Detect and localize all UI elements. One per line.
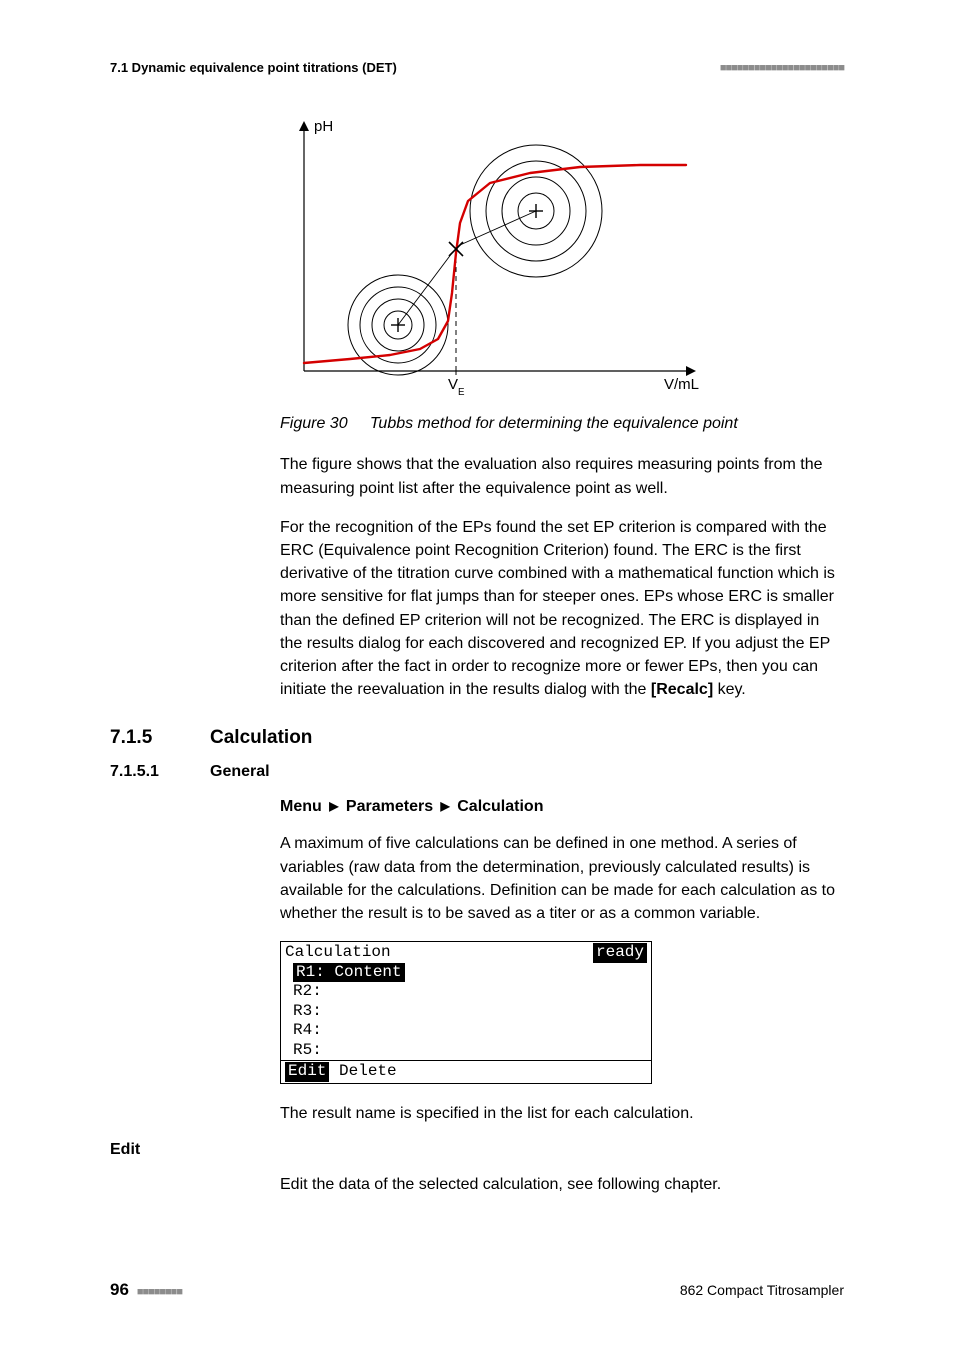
subsection-title: General bbox=[210, 763, 270, 781]
svg-text:V/mL: V/mL bbox=[664, 376, 699, 393]
calculation-lcd-screen: Calculation ready R1: Content R2: R3: R4… bbox=[280, 941, 652, 1084]
svg-text:VE: VE bbox=[448, 376, 465, 395]
content: pH V/mL VE Figure 30 Tubbs method for dete… bbox=[280, 115, 844, 701]
recalc-key-label: [Recalc] bbox=[651, 681, 713, 698]
running-header: 7.1 Dynamic equivalence point titrations… bbox=[110, 60, 844, 75]
header-decor-squares: ■■■■■■■■■■■■■■■■■■■■■■ bbox=[720, 62, 844, 74]
breadcrumb-sep-icon: ▶ bbox=[441, 799, 450, 813]
lcd-status: ready bbox=[593, 943, 647, 963]
edit-side-label: Edit bbox=[110, 1141, 844, 1159]
lcd-edit-button: Edit bbox=[285, 1062, 329, 1082]
figure-30: pH V/mL VE bbox=[280, 115, 844, 402]
footer-product: 862 Compact Titrosampler bbox=[680, 1282, 844, 1298]
section-title: Calculation bbox=[210, 727, 312, 749]
breadcrumb-parameters: Parameters bbox=[346, 798, 433, 815]
edit-description-block: Edit the data of the selected calculatio… bbox=[280, 1173, 844, 1196]
lcd-footer: Edit Delete bbox=[281, 1060, 651, 1083]
lcd-delete-button: Delete bbox=[339, 1062, 397, 1080]
lcd-row-r1: R1: Content bbox=[293, 963, 647, 983]
paragraph-1: The figure shows that the evaluation als… bbox=[280, 453, 844, 499]
lcd-header: Calculation ready bbox=[281, 942, 651, 963]
footer-squares: ■■■■■■■■ bbox=[137, 1286, 182, 1298]
lcd-row-r4: R4: bbox=[293, 1021, 647, 1041]
subsection-heading: 7.1.5.1 General bbox=[110, 763, 844, 781]
breadcrumb-sep-icon: ▶ bbox=[329, 799, 338, 813]
footer-left: 96 ■■■■■■■■ bbox=[110, 1280, 182, 1300]
breadcrumb-calculation: Calculation bbox=[457, 798, 543, 815]
page-footer: 96 ■■■■■■■■ 862 Compact Titrosampler bbox=[110, 1280, 844, 1300]
page: 7.1 Dynamic equivalence point titrations… bbox=[0, 0, 954, 1350]
paragraph-2: For the recognition of the EPs found the… bbox=[280, 516, 844, 702]
calc-paragraph: A maximum of five calculations can be de… bbox=[280, 832, 844, 925]
running-header-left: 7.1 Dynamic equivalence point titrations… bbox=[110, 60, 397, 75]
paragraph-2b: key. bbox=[713, 681, 746, 698]
paragraph-2a: For the recognition of the EPs found the… bbox=[280, 519, 835, 698]
subsection-number: 7.1.5.1 bbox=[110, 763, 210, 781]
section-heading: 7.1.5 Calculation bbox=[110, 727, 844, 749]
menu-breadcrumb: Menu ▶ Parameters ▶ Calculation bbox=[280, 795, 844, 818]
lcd-body: R1: Content R2: R3: R4: R5: bbox=[281, 963, 651, 1061]
figure-caption-text: Tubbs method for determining the equival… bbox=[370, 415, 738, 432]
svg-text:pH: pH bbox=[314, 118, 333, 135]
edit-description: Edit the data of the selected calculatio… bbox=[280, 1173, 844, 1196]
lcd-row-r2: R2: bbox=[293, 982, 647, 1002]
breadcrumb-menu: Menu bbox=[280, 798, 322, 815]
figure-number: Figure 30 bbox=[280, 415, 348, 432]
section-number: 7.1.5 bbox=[110, 727, 210, 749]
lcd-title: Calculation bbox=[285, 943, 391, 963]
lcd-r1-selected: R1: Content bbox=[293, 963, 405, 983]
lcd-row-r3: R3: bbox=[293, 1002, 647, 1022]
page-number: 96 bbox=[110, 1280, 129, 1299]
after-lcd-text: The result name is specified in the list… bbox=[280, 1102, 844, 1125]
lcd-row-r5: R5: bbox=[293, 1041, 647, 1061]
figure-caption: Figure 30 Tubbs method for determining t… bbox=[280, 412, 844, 435]
subsection-content: Menu ▶ Parameters ▶ Calculation A maximu… bbox=[280, 795, 844, 1125]
tubbs-method-chart: pH V/mL VE bbox=[280, 115, 710, 395]
